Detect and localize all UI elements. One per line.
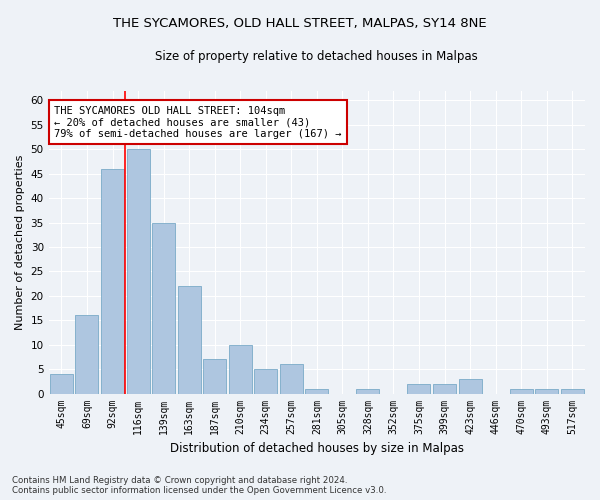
Bar <box>433 384 456 394</box>
Bar <box>280 364 303 394</box>
X-axis label: Distribution of detached houses by size in Malpas: Distribution of detached houses by size … <box>170 442 464 455</box>
Y-axis label: Number of detached properties: Number of detached properties <box>15 154 25 330</box>
Bar <box>535 388 558 394</box>
Bar <box>561 388 584 394</box>
Bar <box>203 360 226 394</box>
Bar <box>458 379 482 394</box>
Text: THE SYCAMORES OLD HALL STREET: 104sqm
← 20% of detached houses are smaller (43)
: THE SYCAMORES OLD HALL STREET: 104sqm ← … <box>54 106 341 139</box>
Bar <box>50 374 73 394</box>
Bar <box>127 149 149 394</box>
Bar <box>509 388 533 394</box>
Bar <box>152 222 175 394</box>
Text: Contains HM Land Registry data © Crown copyright and database right 2024.
Contai: Contains HM Land Registry data © Crown c… <box>12 476 386 495</box>
Bar <box>356 388 379 394</box>
Text: THE SYCAMORES, OLD HALL STREET, MALPAS, SY14 8NE: THE SYCAMORES, OLD HALL STREET, MALPAS, … <box>113 18 487 30</box>
Bar <box>254 369 277 394</box>
Bar <box>305 388 328 394</box>
Title: Size of property relative to detached houses in Malpas: Size of property relative to detached ho… <box>155 50 478 63</box>
Bar <box>101 168 124 394</box>
Bar <box>229 344 252 394</box>
Bar <box>76 316 98 394</box>
Bar <box>178 286 200 394</box>
Bar <box>407 384 430 394</box>
